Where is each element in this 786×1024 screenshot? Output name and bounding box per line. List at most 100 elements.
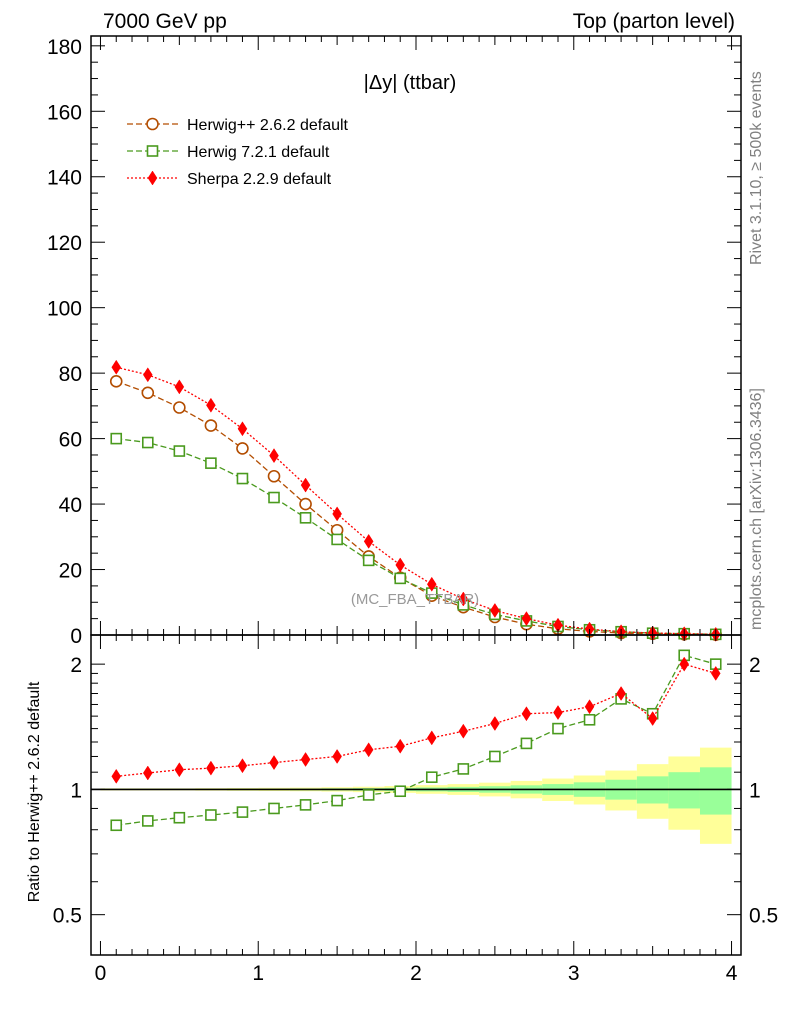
data-point: [394, 785, 407, 798]
header-right: Top (parton level): [573, 10, 735, 33]
data-point: [395, 738, 406, 754]
data-point: [146, 117, 159, 131]
ratio-y-tick-label-right: 0.5: [749, 905, 778, 928]
data-point: [141, 436, 154, 449]
main-y-tick-label: 0: [70, 625, 82, 648]
main-y-tick-label: 160: [47, 101, 82, 124]
main-y-tick-label: 180: [47, 36, 82, 59]
analysis-label: (MC_FBA_TTBAR): [351, 591, 479, 608]
data-point: [616, 686, 626, 701]
data-point: [141, 815, 154, 827]
x-tick-label: 2: [410, 962, 422, 985]
data-point: [363, 742, 374, 758]
data-point: [205, 809, 217, 821]
ratio-y-tick-label: 2: [70, 654, 82, 677]
data-point: [269, 755, 279, 771]
ratio-y-tick-label-right: 1: [749, 779, 761, 802]
x-tick-label: 4: [726, 962, 738, 985]
data-point: [173, 401, 186, 414]
data-point: [584, 699, 595, 715]
data-point: [146, 145, 159, 157]
data-point: [237, 421, 248, 437]
data-point: [268, 491, 280, 504]
data-point: [174, 379, 185, 395]
ratio-y-tick-label-right: 2: [749, 654, 761, 677]
legend: Herwig++ 2.6.2 default Herwig 7.2.1 defau…: [127, 117, 349, 188]
data-point: [269, 448, 279, 464]
data-point: [332, 506, 342, 522]
legend-entry: Sherpa 2.2.9 default: [187, 171, 332, 188]
data-point: [174, 762, 185, 778]
data-point: [236, 806, 249, 818]
data-point: [299, 799, 312, 811]
data-point: [362, 554, 375, 567]
series-line: [116, 366, 716, 635]
data-point: [268, 802, 280, 815]
ratio-y-tick-label: 0.5: [53, 905, 82, 928]
plot-label: |Δy| (ttbar): [364, 72, 457, 94]
main-y-tick-label: 40: [59, 494, 82, 517]
data-point: [142, 367, 153, 383]
main-y-tick-label: 140: [47, 167, 82, 190]
uncertainty-band-inner: [699, 767, 732, 815]
rivet-label: Rivet 3.1.10, ≥ 500k events: [748, 71, 765, 265]
data-point: [489, 750, 501, 763]
data-point: [331, 533, 343, 546]
data-point: [458, 723, 469, 739]
data-point: [236, 442, 249, 455]
data-point: [679, 656, 690, 672]
x-tick-label: 3: [568, 962, 580, 985]
data-point: [425, 771, 438, 783]
data-point: [363, 533, 374, 549]
legend-entry: Herwig++ 2.6.2 default: [187, 117, 349, 134]
data-point: [521, 706, 532, 722]
data-point: [710, 665, 721, 681]
data-point: [490, 716, 500, 731]
x-tick-label: 0: [95, 962, 107, 985]
data-point: [458, 591, 469, 607]
data-point: [552, 722, 564, 735]
data-point: [362, 789, 375, 801]
header-left: 7000 GeV pp: [103, 10, 227, 33]
data-point: [426, 576, 437, 592]
data-point: [111, 359, 122, 375]
data-point: [490, 602, 500, 618]
data-point: [647, 711, 658, 727]
data-point: [300, 752, 311, 767]
data-point: [267, 469, 281, 483]
data-point: [300, 477, 311, 493]
data-point: [521, 611, 532, 627]
data-point: [147, 170, 158, 186]
data-point: [553, 705, 563, 721]
data-point: [583, 713, 596, 726]
main-y-tick-label: 100: [47, 298, 82, 321]
data-point: [205, 457, 217, 469]
data-point: [173, 445, 186, 457]
data-point: [520, 737, 533, 750]
data-point: [332, 748, 342, 764]
ratio-series-line: [116, 663, 716, 777]
data-point: [395, 557, 406, 573]
data-point: [331, 794, 343, 807]
data-point: [206, 397, 216, 413]
main-y-tick-label: 60: [59, 429, 82, 452]
mcplots-label: mcplots.cern.ch [arXiv:1306.3436]: [748, 388, 765, 630]
data-point: [236, 472, 249, 485]
x-tick-label: 1: [252, 962, 264, 985]
ratio-ylabel: Ratio to Herwig++ 2.6.2 default: [26, 681, 43, 902]
ratio-y-tick-label: 1: [70, 779, 82, 802]
data-point: [173, 811, 186, 824]
data-point: [111, 768, 122, 784]
data-point: [110, 432, 123, 445]
data-point: [109, 375, 123, 388]
data-point: [426, 730, 437, 746]
data-point: [299, 497, 312, 511]
data-point: [299, 512, 312, 524]
uncertainty-band-inner: [668, 772, 700, 809]
data-point: [394, 572, 407, 585]
data-point: [237, 758, 248, 774]
data-point: [141, 386, 155, 400]
legend-entry: Herwig 7.2.1 default: [187, 144, 330, 161]
main-y-tick-label: 80: [59, 363, 82, 386]
